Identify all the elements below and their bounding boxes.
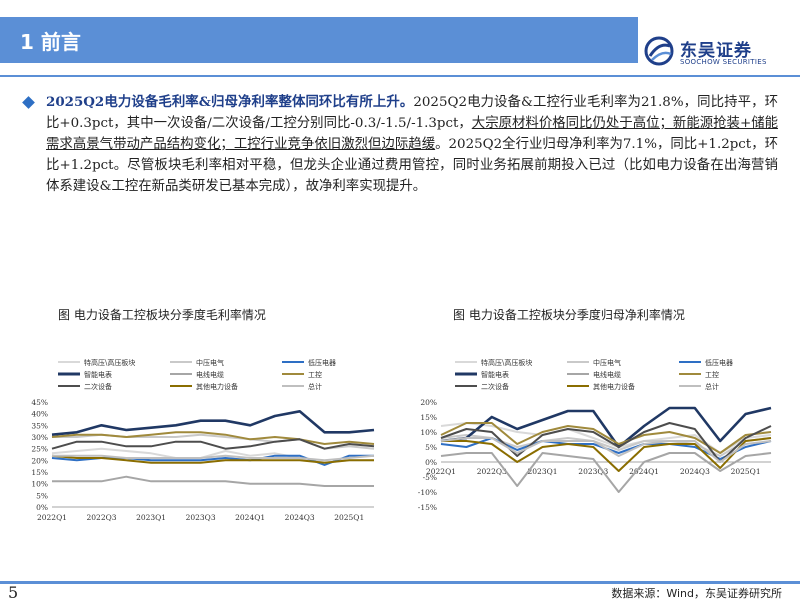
- y-tick-label: 40%: [31, 410, 48, 419]
- header-divider: [0, 75, 800, 77]
- legend-label: 中压电气: [593, 358, 621, 367]
- series-line: [440, 406, 772, 449]
- series-line: [52, 454, 375, 462]
- x-tick-label: 2023Q3: [186, 513, 216, 522]
- legend-label: 电线电缆: [593, 370, 621, 379]
- x-tick-label: 2023Q3: [578, 467, 608, 476]
- y-tick-label: 5%: [425, 443, 437, 452]
- y-tick-label: -10%: [418, 488, 437, 497]
- page-number: 5: [8, 583, 19, 600]
- x-tick-label: 2024Q1: [629, 467, 659, 476]
- series-line: [51, 409, 375, 436]
- legend-label: 其他电力设备: [196, 382, 238, 391]
- x-tick-label: 2024Q1: [235, 513, 265, 522]
- legend-label: 二次设备: [481, 382, 509, 391]
- x-tick-label: 2022Q1: [37, 513, 67, 522]
- x-tick-label: 2022Q1: [426, 467, 456, 476]
- logo-subtext: SOOCHOW SECURITIES: [680, 58, 767, 66]
- series-line: [51, 431, 375, 445]
- y-tick-label: -15%: [418, 503, 437, 512]
- chart-title-net-margin: 图 电力设备工控板块分季度归母净利率情况: [453, 308, 685, 322]
- logo-text: 东吴证券: [680, 41, 752, 61]
- data-source: 数据来源：Wind，东吴证券研究所: [611, 587, 782, 600]
- chart-title-gross-margin: 图 电力设备工控板块分季度毛利率情况: [58, 308, 266, 322]
- legend-label: 电线电缆: [196, 370, 224, 379]
- legend-label: 工控: [705, 370, 719, 379]
- x-tick-label: 2025Q1: [334, 513, 364, 522]
- series-line: [51, 454, 374, 464]
- page-title: 1 前言: [20, 30, 81, 54]
- legend-label: 低压电器: [705, 358, 733, 367]
- y-tick-label: 25%: [31, 445, 48, 454]
- legend-label: 工控: [308, 370, 322, 379]
- y-tick-label: 10%: [31, 480, 48, 489]
- y-tick-label: 15%: [31, 468, 48, 477]
- body-text-2: 。2025Q2全行业归母净利率为7.1%，同比+1.2pct，环比+1.2pct…: [46, 137, 779, 194]
- y-tick-label: 10%: [420, 428, 437, 437]
- x-tick-label: 2025Q1: [731, 467, 761, 476]
- legend-label: 总计: [705, 382, 719, 391]
- y-tick-label: -5%: [423, 473, 437, 482]
- series-line: [52, 475, 374, 487]
- soochow-logo-icon: [644, 36, 674, 66]
- x-tick-label: 2023Q1: [528, 467, 558, 476]
- y-tick-label: 15%: [420, 413, 437, 422]
- series-line: [440, 437, 772, 463]
- y-tick-label: 35%: [31, 421, 48, 430]
- legend-label: 智能电表: [84, 370, 112, 379]
- series-line: [440, 452, 772, 493]
- legend-label: 总计: [308, 382, 322, 391]
- legend-label: 特高压\高压板块: [84, 358, 135, 367]
- legend-label: 其他电力设备: [593, 382, 635, 391]
- bullet-icon: [22, 96, 35, 109]
- y-tick-label: 0%: [425, 458, 437, 467]
- y-tick-label: 20%: [31, 456, 48, 465]
- y-tick-label: 20%: [420, 398, 437, 407]
- legend-label: 中压电气: [196, 358, 224, 367]
- series-line: [440, 422, 772, 454]
- body-paragraph: 2025Q2电力设备毛利率&归母净利率整体同环比有所上升。2025Q2电力设备&…: [46, 92, 778, 197]
- legend-label: 低压电器: [308, 358, 336, 367]
- x-tick-label: 2022Q3: [477, 467, 507, 476]
- lead-sentence: 2025Q2电力设备毛利率&归母净利率整体同环比有所上升。: [46, 94, 414, 110]
- body-text-1: 2025Q2电力设备&工控行业毛利率为21.8%，同比持平，环比+0.3pct，…: [46, 95, 778, 131]
- y-tick-label: 5%: [36, 491, 48, 500]
- x-tick-label: 2024Q3: [285, 513, 315, 522]
- body-underlined: 大宗原材料价格同比仍处于高位；新能源抢装+储能需求高景气带动产品结构变化；工控行…: [46, 116, 778, 152]
- legend-label: 二次设备: [84, 382, 112, 391]
- x-tick-label: 2023Q1: [136, 513, 166, 522]
- y-tick-label: 0%: [36, 503, 48, 512]
- series-line: [51, 438, 375, 450]
- x-tick-label: 2022Q3: [87, 513, 117, 522]
- legend-label: 特高压\高压板块: [481, 358, 532, 367]
- legend-label: 智能电表: [481, 370, 509, 379]
- series-line: [441, 437, 772, 472]
- footer-bar: [0, 581, 800, 584]
- header-bar: [0, 17, 638, 63]
- y-tick-label: 45%: [31, 398, 48, 407]
- series-line: [440, 422, 772, 463]
- y-tick-label: 30%: [31, 433, 48, 442]
- x-tick-label: 2024Q3: [680, 467, 710, 476]
